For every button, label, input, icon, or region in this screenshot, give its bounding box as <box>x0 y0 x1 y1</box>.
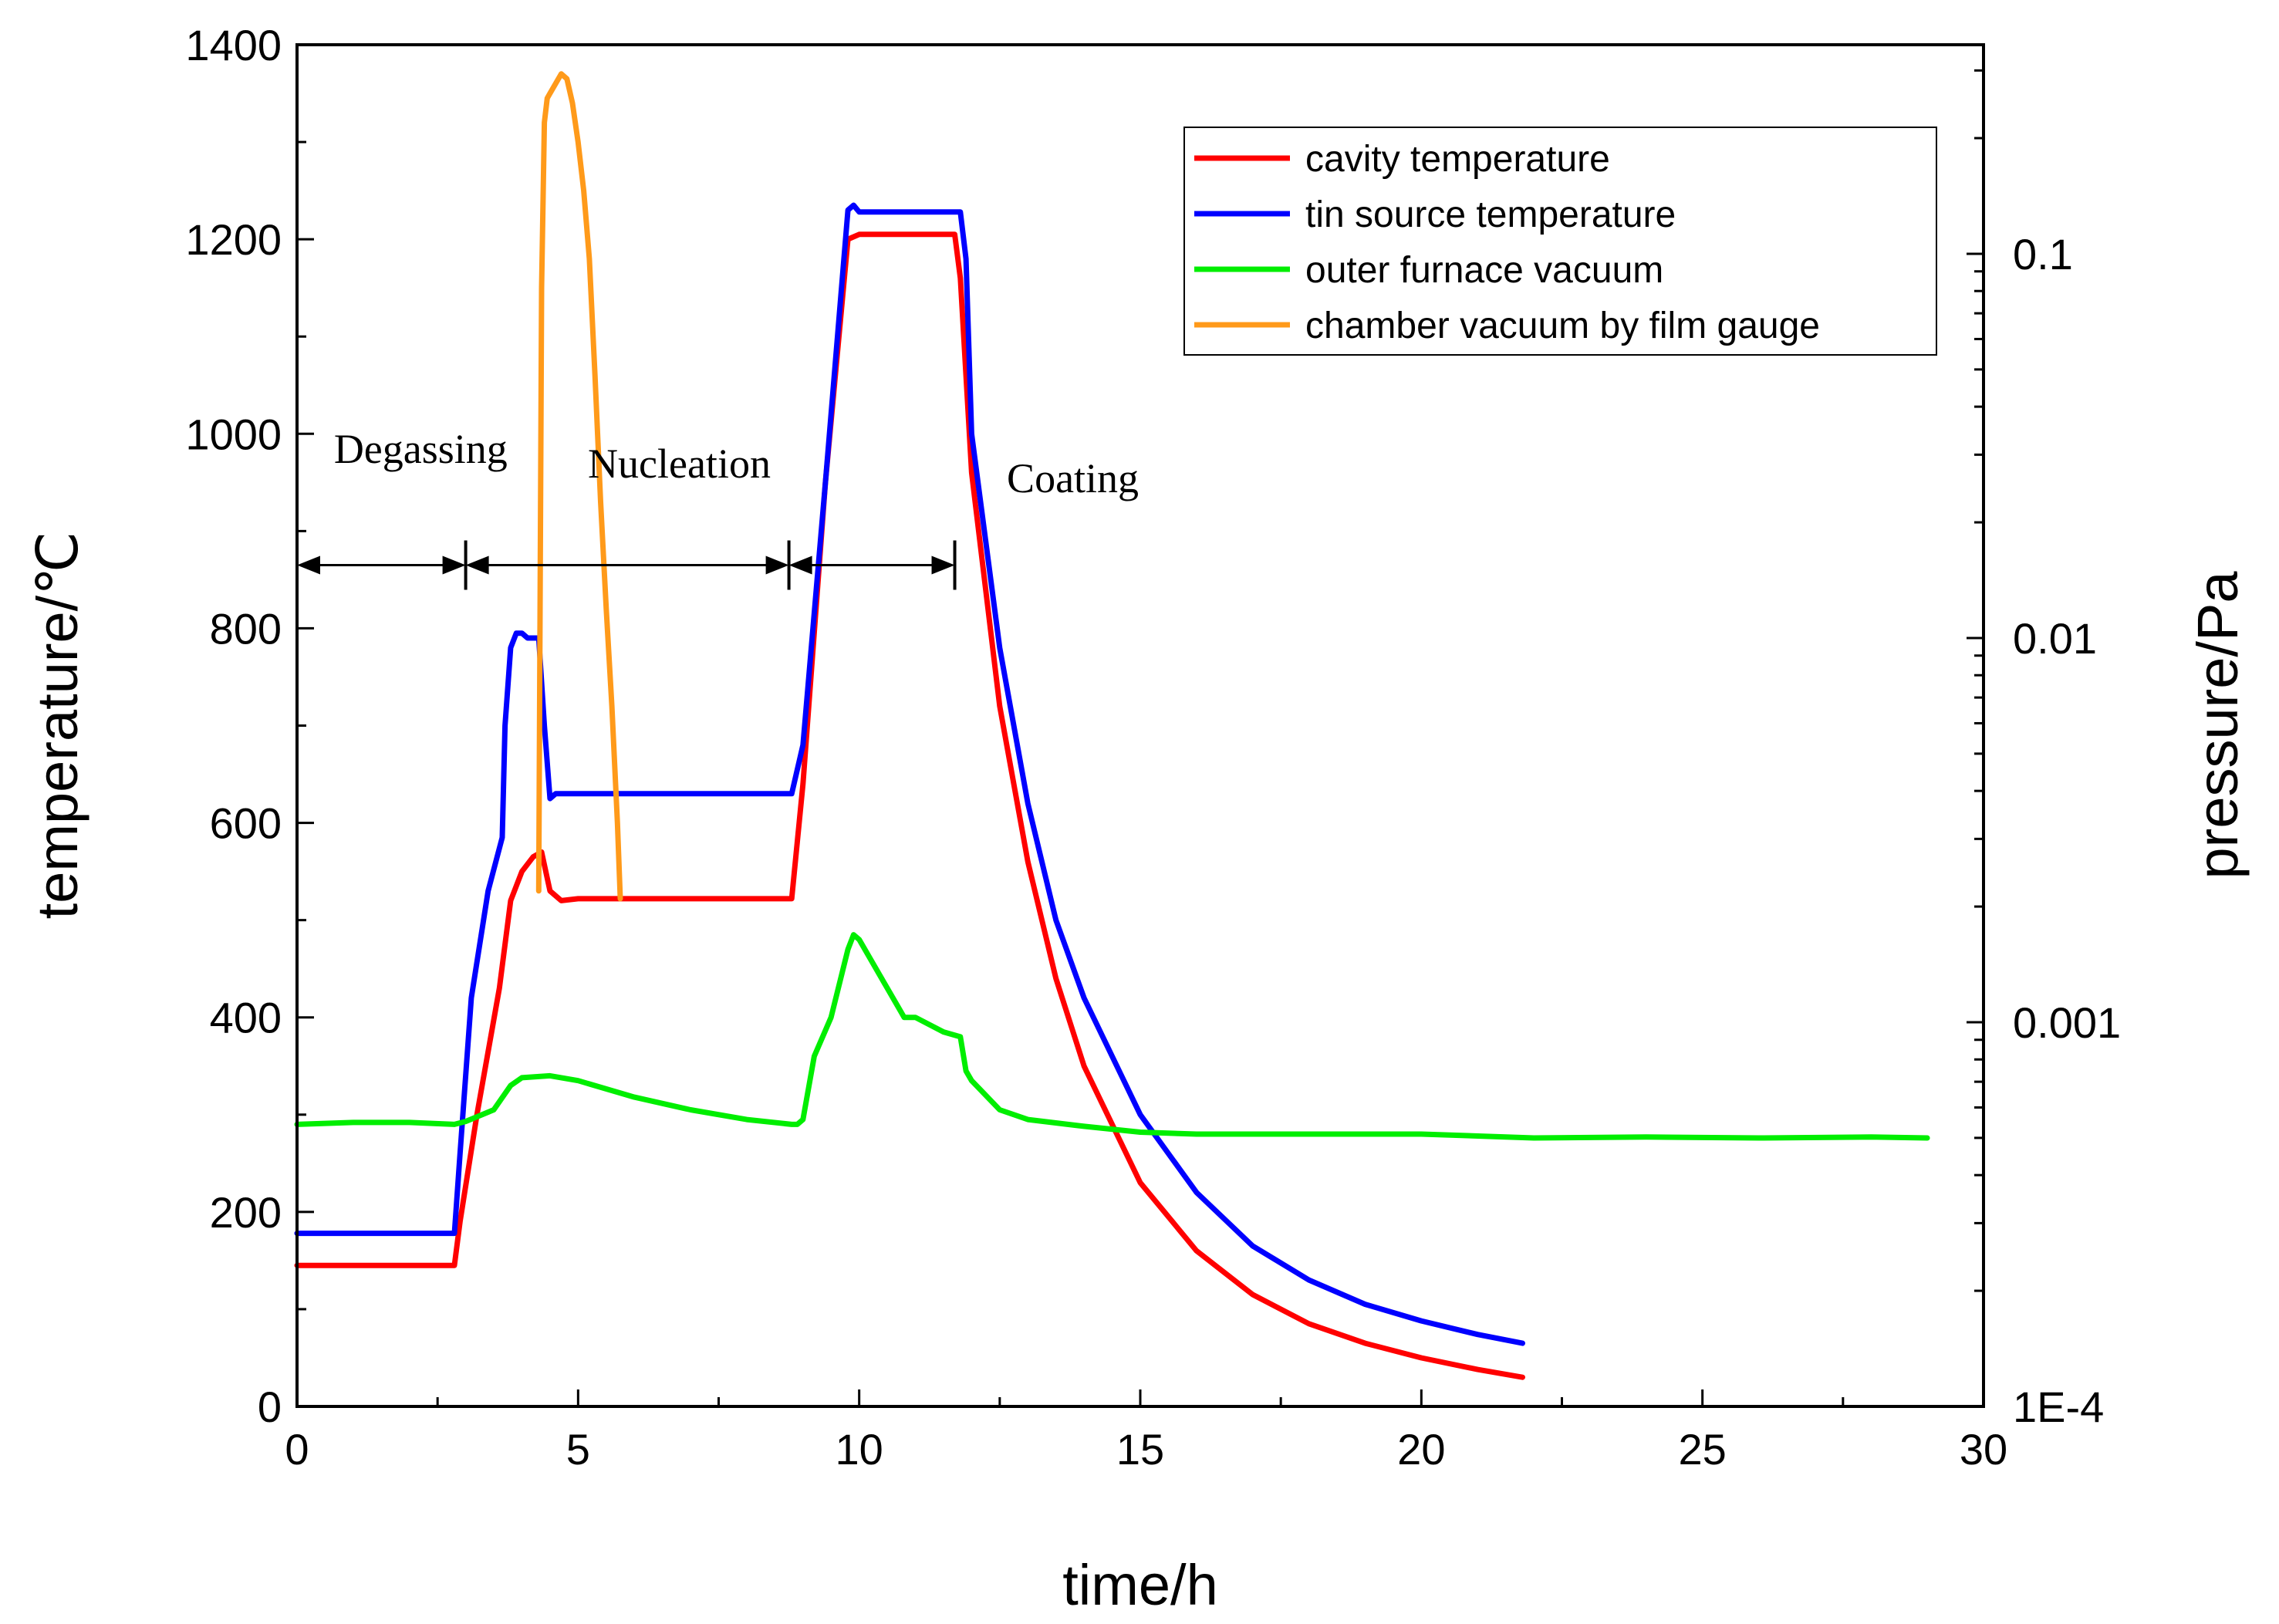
y-tick-label: 1200 <box>185 215 282 264</box>
phase-arrows <box>297 540 957 590</box>
phase-arrowhead <box>297 555 320 575</box>
y-tick-label: 0 <box>258 1383 282 1431</box>
legend-label: outer furnace vacuum <box>1305 250 1663 291</box>
x-tick-label: 15 <box>1116 1425 1164 1474</box>
labels-layer: 0 5 10 15 20 25 30 0 200 400 600 800 1000 1200 1400 1E-… <box>185 21 2121 1474</box>
series-line <box>535 71 623 902</box>
y-tick-label: 1400 <box>185 21 282 69</box>
phase-label: Coating <box>1007 455 1139 501</box>
plot-frame <box>295 43 1985 1408</box>
y-tick-label: 200 <box>210 1188 282 1237</box>
series-line <box>294 202 1525 1346</box>
legend-label: tin source temperature <box>1305 194 1676 235</box>
phase-label: Nucleation <box>588 441 771 487</box>
x-tick-label: 0 <box>285 1425 309 1474</box>
y-tick-label: 600 <box>210 799 282 848</box>
legend-label: cavity temperature <box>1305 139 1610 180</box>
y-tick-label: 400 <box>210 994 282 1042</box>
phase-arrowhead <box>788 555 812 575</box>
y2-tick-label: 1E-4 <box>2013 1383 2104 1431</box>
phase-arrowhead <box>442 555 466 575</box>
x-tick-label: 30 <box>1960 1425 2007 1474</box>
x-tick-label: 5 <box>566 1425 590 1474</box>
legend: cavity temperature tin source temperature… <box>1183 127 1937 356</box>
x-tick-label: 20 <box>1397 1425 1445 1474</box>
x-axis-title: time/h <box>1062 1553 1218 1617</box>
y-tick-label: 1000 <box>185 410 282 458</box>
y2-tick-label: 0.001 <box>2013 998 2121 1047</box>
x-tick-label: 10 <box>836 1425 883 1474</box>
x-tick-label: 25 <box>1679 1425 1727 1474</box>
y2-axis-title: pressure/Pa <box>2186 571 2250 880</box>
series-line <box>294 932 1930 1141</box>
phase-arrowhead <box>765 555 789 575</box>
legend-box <box>1183 127 1937 356</box>
phase-label: Degassing <box>334 426 508 472</box>
legend-label: chamber vacuum by film gauge <box>1305 306 1820 346</box>
y-tick-label: 800 <box>210 604 282 653</box>
phase-arrowhead <box>931 555 955 575</box>
phase-arrowhead <box>465 555 489 575</box>
y2-tick-label: 0.01 <box>2013 614 2097 663</box>
y-axis-title: temperature/℃ <box>25 532 89 920</box>
y2-tick-label: 0.1 <box>2013 230 2073 279</box>
series-layer <box>294 71 1930 1380</box>
